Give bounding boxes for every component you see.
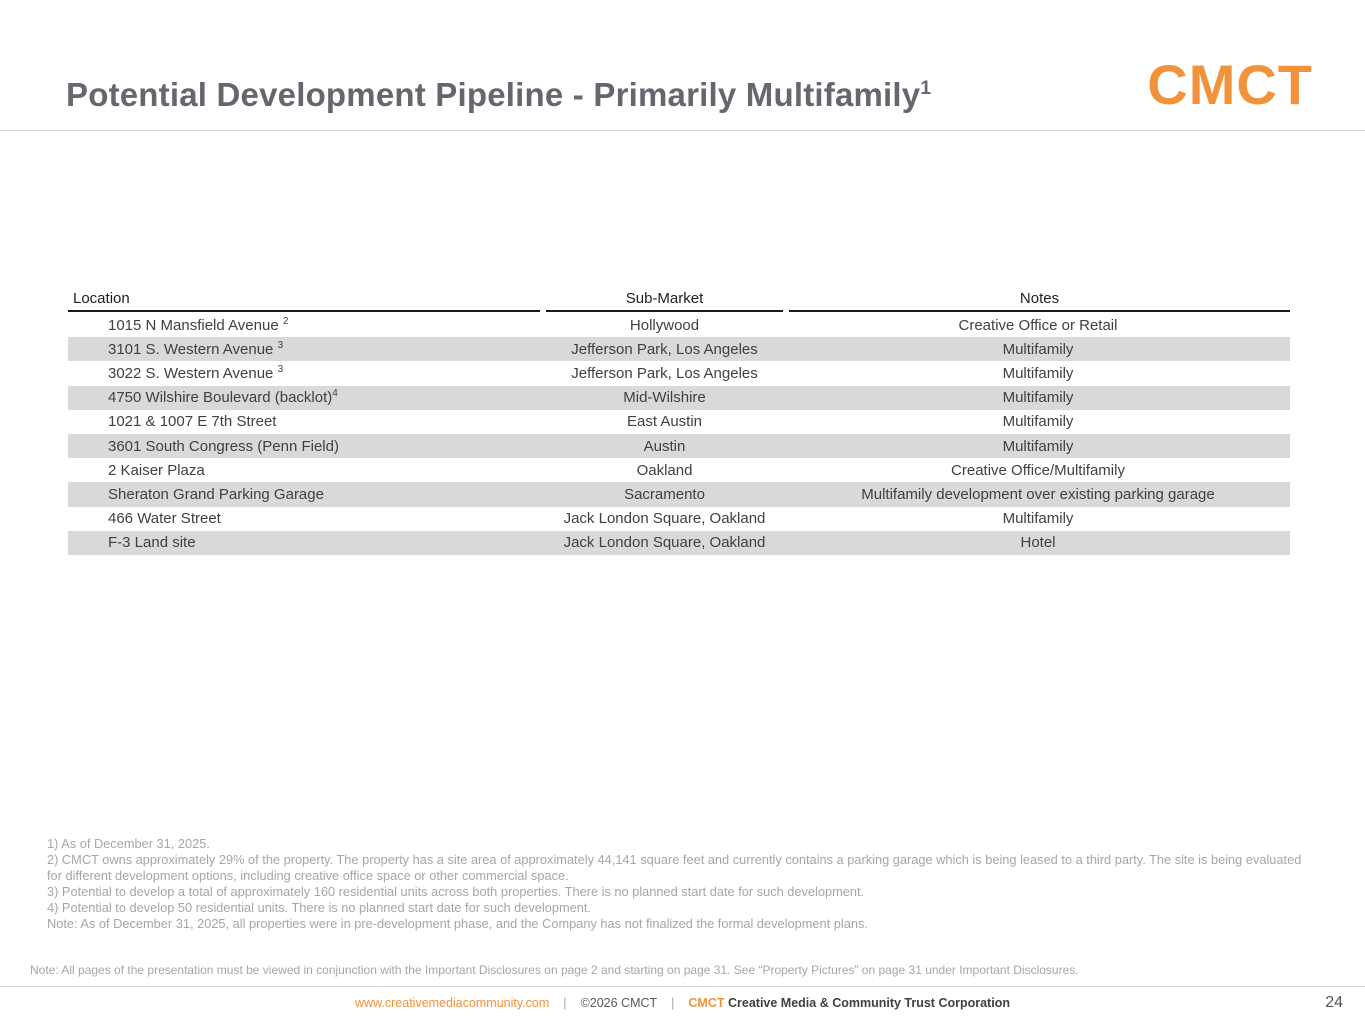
website-link[interactable]: www.creativemediacommunity.com <box>355 996 550 1010</box>
cell-location: 3601 South Congress (Penn Field) <box>108 437 339 455</box>
cell-notes: Multifamily <box>1002 340 1074 358</box>
cell-sub-market: Mid-Wilshire <box>623 389 706 407</box>
footnote-line: Note: As of December 31, 2025, all prope… <box>47 916 868 931</box>
footer-brand: CMCT <box>688 996 725 1010</box>
cell-location: Sheraton Grand Parking Garage <box>108 485 324 503</box>
cell-sub-market: Oakland <box>636 461 693 479</box>
cell-sub-market: Jefferson Park, Los Angeles <box>571 364 758 382</box>
footer: www.creativemediacommunity.com | ©2026 CMC… <box>0 996 1365 1010</box>
table-row: F-3 Land site Jack London Square, Oaklan… <box>68 530 1290 555</box>
cell-sub-market: Austin <box>643 437 686 455</box>
column-header-notes: Notes <box>789 290 1290 312</box>
page-title-superscript: 1 <box>920 78 932 99</box>
cell-location: 3101 S. Western Avenue 3 <box>108 340 284 358</box>
cell-notes: Creative Office/Multifamily <box>951 461 1125 479</box>
cell-notes: Hotel <box>1020 534 1056 552</box>
cell-sub-market: Jefferson Park, Los Angeles <box>571 340 758 358</box>
cell-sub-market: Hollywood <box>629 316 700 334</box>
cell-sub-market: Jack London Square, Oakland <box>563 534 766 552</box>
cell-location: F-3 Land site <box>108 534 196 552</box>
cell-notes: Multifamily <box>1002 364 1074 382</box>
disclosure-note: Note: All pages of the presentation must… <box>30 963 1079 977</box>
cell-location: 466 Water Street <box>108 510 221 528</box>
pipeline-table-body: 1015 N Mansfield Avenue 2 Hollywood Crea… <box>68 313 1290 555</box>
cell-location: 4750 Wilshire Boulevard (backlot)4 <box>108 389 338 407</box>
cell-notes: Multifamily <box>1002 437 1074 455</box>
page-title-text: Potential Development Pipeline - Primari… <box>66 76 921 113</box>
page-number: 24 <box>1325 994 1343 1011</box>
table-row: 1015 N Mansfield Avenue 2 Hollywood Crea… <box>68 313 1290 338</box>
cell-notes: Multifamily <box>1002 510 1074 528</box>
cell-notes: Multifamily development over existing pa… <box>861 485 1215 503</box>
footnotes: 1) As of December 31, 2025. 2) CMCT owns … <box>47 836 1311 932</box>
footer-company-name: Creative Media & Community Trust Corpora… <box>727 996 1010 1010</box>
copyright-text: ©2026 CMCT <box>580 996 658 1010</box>
footer-separator: | <box>671 996 675 1010</box>
pipeline-table-header: Location Sub-Market Notes <box>68 290 1290 312</box>
footnote-line: 1) As of December 31, 2025. <box>47 836 210 851</box>
cell-location: 2 Kaiser Plaza <box>108 461 205 479</box>
title-divider <box>0 130 1365 131</box>
footnote-line: 4) Potential to develop 50 residential u… <box>47 900 591 915</box>
table-row: 3101 S. Western Avenue 3 Jefferson Park,… <box>68 337 1290 362</box>
footnote-line: 3) Potential to develop a total of appro… <box>47 884 865 899</box>
column-header-location: Location <box>68 290 540 312</box>
cell-location: 3022 S. Western Avenue 3 <box>108 364 284 382</box>
footnote-line: 2) CMCT owns approximately 29% of the pr… <box>47 852 1302 883</box>
table-row: 466 Water Street Jack London Square, Oak… <box>68 506 1290 531</box>
table-row: Sheraton Grand Parking Garage Sacramento… <box>68 482 1290 507</box>
cell-sub-market: Sacramento <box>624 485 705 503</box>
cell-location: 1021 & 1007 E 7th Street <box>108 413 277 431</box>
cell-notes: Creative Office or Retail <box>958 316 1118 334</box>
cell-notes: Multifamily <box>1002 389 1074 407</box>
cell-notes: Multifamily <box>1002 413 1074 431</box>
cell-sub-market: East Austin <box>626 413 703 431</box>
cell-location: 1015 N Mansfield Avenue 2 <box>108 316 289 334</box>
table-row: 1021 & 1007 E 7th Street East Austin Mul… <box>68 409 1290 434</box>
table-row: 3022 S. Western Avenue 3 Jefferson Park,… <box>68 361 1290 386</box>
column-header-sub-market: Sub-Market <box>546 290 783 312</box>
cmct-logo: CMCT <box>1147 53 1313 116</box>
table-row: 4750 Wilshire Boulevard (backlot)4 Mid-W… <box>68 385 1290 410</box>
footer-divider <box>0 986 1365 987</box>
cell-sub-market: Jack London Square, Oakland <box>563 510 766 528</box>
table-row: 2 Kaiser Plaza Oakland Creative Office/M… <box>68 458 1290 483</box>
page-title: Potential Development Pipeline - Primari… <box>66 76 931 114</box>
pipeline-table: Location Sub-Market Notes 1015 N Mansfie… <box>68 290 1290 555</box>
footer-separator: | <box>563 996 567 1010</box>
table-row: 3601 South Congress (Penn Field) Austin … <box>68 433 1290 459</box>
